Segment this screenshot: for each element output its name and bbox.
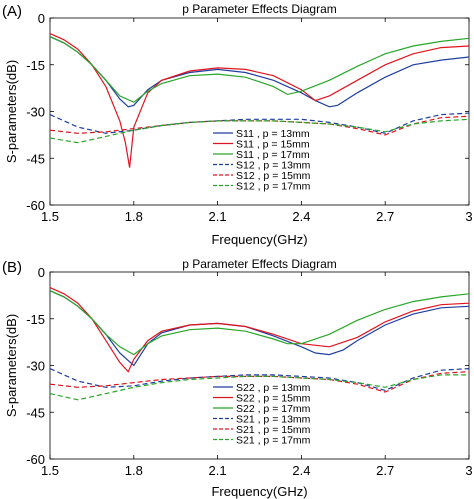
y-tick-label: -30 (26, 359, 45, 374)
legend-label: S11 , p = 17mm (236, 149, 310, 161)
x-tick-label: 2.7 (376, 209, 394, 224)
x-tick-label: 1.8 (125, 463, 143, 478)
panel-label: (A) (2, 3, 22, 20)
x-tick-label: 2.1 (209, 209, 227, 224)
y-tick-label: -60 (26, 452, 45, 467)
series-line-5 (49, 374, 469, 401)
y-axis-label: S-parameters(dB) (4, 314, 19, 417)
series-line-0 (49, 36, 470, 108)
series-line-3 (49, 112, 470, 134)
y-tick-label: -15 (26, 58, 45, 73)
y-tick-label: -60 (26, 198, 45, 213)
x-tick-label: 3 (465, 463, 472, 478)
legend-label: S11 , p = 15mm (236, 139, 310, 151)
legend-label: S11 , p = 13mm (236, 128, 310, 140)
legend-label: S21 , p = 17mm (236, 435, 311, 447)
y-tick-label: -30 (26, 105, 45, 120)
x-axis-label: Frequency(GHz) (211, 484, 307, 499)
x-tick-label: 2.4 (292, 463, 310, 478)
legend-label: S21 , p = 15mm (236, 424, 311, 436)
x-tick-label: 1.8 (125, 209, 143, 224)
legend-label: S12 , p = 15mm (236, 170, 311, 182)
chart-title: p Parameter Effects Diagram (182, 257, 337, 271)
series-line-2 (49, 290, 470, 356)
x-tick-label: 2.1 (209, 463, 227, 478)
y-axis-label: S-parameters(dB) (4, 60, 19, 163)
legend-label: S12 , p = 13mm (236, 160, 311, 172)
x-axis-label: Frequency(GHz) (211, 232, 307, 247)
legend-label: S22 , p = 13mm (236, 382, 311, 394)
series-line-0 (49, 290, 470, 367)
series-line-1 (49, 33, 470, 168)
y-tick-label: 0 (38, 265, 45, 280)
y-tick-label: -45 (26, 405, 45, 420)
chart-panel-a: (A) p Parameter Effects Diagram 1.5 1.8 2.1 2… (2, 2, 473, 247)
x-tick-label: 2.4 (292, 209, 310, 224)
series-line-3 (49, 368, 470, 392)
legend-label: S21 , p = 13mm (236, 414, 311, 426)
x-tick-label: 2.7 (376, 463, 394, 478)
chart-title: p Parameter Effects Diagram (182, 2, 337, 16)
x-tick-label: 3 (465, 209, 472, 224)
panel-label: (B) (2, 259, 22, 276)
legend-label: S22 , p = 15mm (236, 393, 311, 405)
y-tick-label: -45 (26, 151, 45, 166)
series-line-2 (49, 36, 470, 103)
y-tick-label: 0 (38, 11, 45, 26)
legend-label: S12 , p = 17mm (236, 181, 311, 193)
legend-label: S22 , p = 17mm (236, 403, 311, 415)
y-tick-label: -15 (26, 312, 45, 327)
x-tick-label: 1.5 (41, 463, 59, 478)
x-tick-label: 1.5 (41, 209, 59, 224)
chart-panel-b: (B) p Parameter Effects Diagram 1.5 1.8 2.1 2… (2, 257, 473, 499)
series-line-5 (49, 118, 470, 144)
series-line-1 (49, 287, 470, 373)
